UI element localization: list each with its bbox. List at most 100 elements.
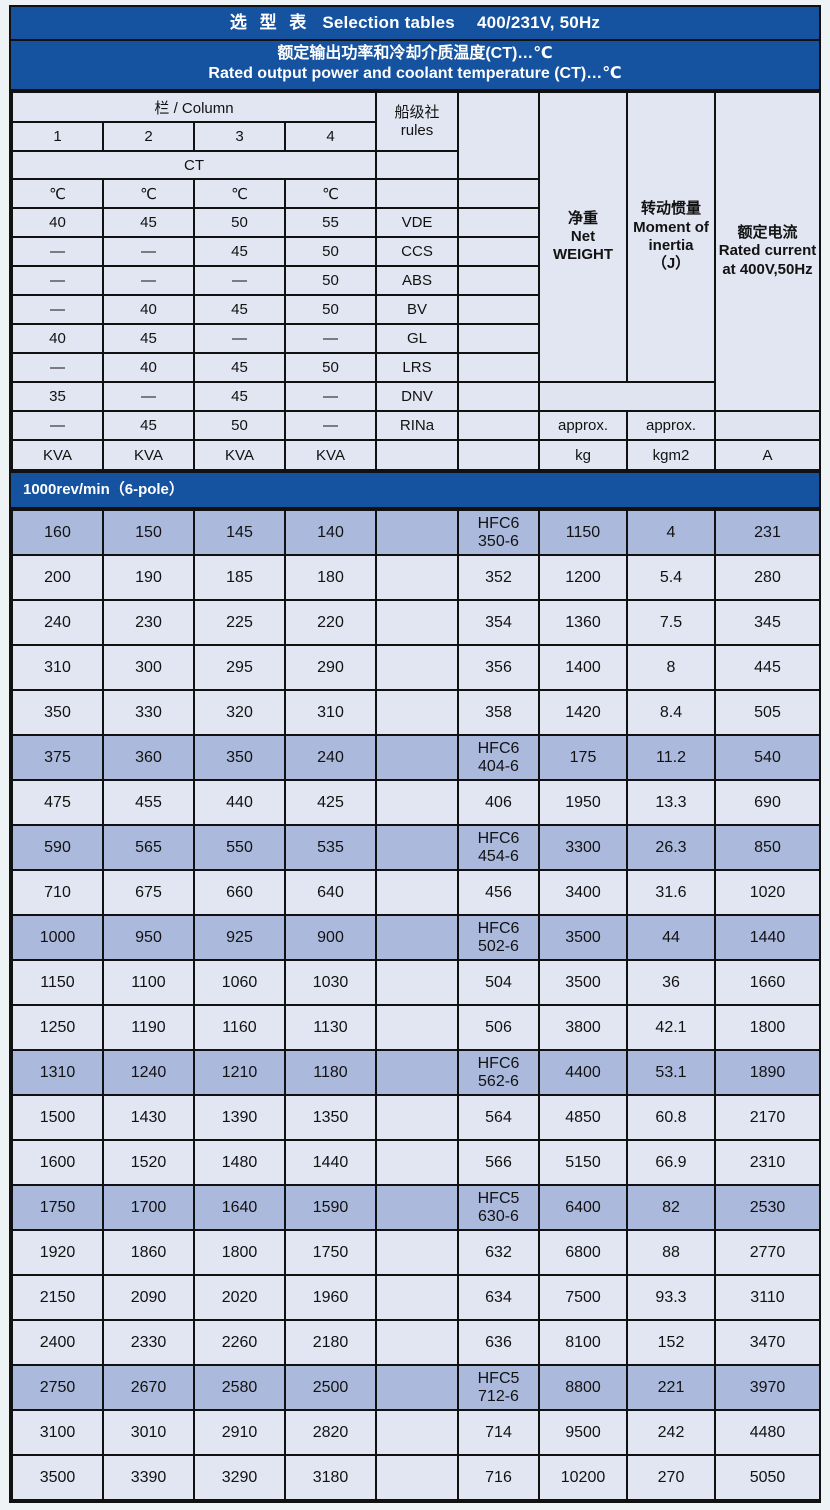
model-line-1: HFC6 [477,1054,520,1072]
cell-model: HFC5 712-6 [457,1364,540,1411]
cell-model: 714 [457,1409,540,1456]
cell-column-3: 440 [193,779,286,826]
cell-net-weight: 3500 [538,914,628,961]
degree-unit-2: ℃ [102,178,195,209]
cell-column-4: 900 [284,914,377,961]
rules-cell-c1: — [11,265,104,296]
column-group-row: 栏 / Column 船级社 rules 净重 Net WEIGHT 转动惯量 … [10,91,822,412]
cell-rated-current: 540 [714,734,821,781]
cell-rules-blank [375,1139,459,1186]
cell-column-3: 1390 [193,1094,286,1141]
cell-rated-current: 231 [714,509,821,556]
cell-moment-inertia: 221 [626,1364,716,1411]
degree-unit-4: ℃ [283,178,378,209]
cell-net-weight: 9500 [538,1409,628,1456]
rules-cell-c4: 50 [283,236,378,267]
cell-column-1: 710 [11,869,104,916]
cell-net-weight: 175 [538,734,628,781]
cell-net-weight: 1400 [538,644,628,691]
cell-moment-inertia: 13.3 [626,779,716,826]
cell-column-2: 1430 [102,1094,195,1141]
rules-cell-c3: — [193,323,286,354]
cell-rated-current: 1800 [714,1004,821,1051]
degree-spacer-blank [457,178,541,209]
rules-row: 40 45 50 55 VDE [11,207,820,238]
cell-column-4: 1030 [284,959,377,1006]
rules-row: — — — 50 ABS [11,265,820,296]
cell-model: 632 [457,1229,540,1276]
cell-rated-current: 2770 [714,1229,821,1276]
rules-column-spacer [375,150,460,180]
cell-column-4: 2820 [284,1409,377,1456]
rules-row-spacer [457,265,541,296]
cell-rated-current: 280 [714,554,821,601]
cell-column-3: 2020 [193,1274,286,1321]
model-line-1: 356 [485,658,512,676]
cell-net-weight: 8100 [538,1319,628,1366]
cell-rated-current: 690 [714,779,821,826]
rules-cell-c4: 50 [283,352,378,383]
cell-column-4: 3180 [284,1454,377,1501]
rules-cell-c1: 40 [11,323,104,354]
table-row: 2400 2330 2260 2180 636 8100 152 3470 [11,1319,821,1366]
cell-moment-inertia: 26.3 [626,824,716,871]
column-number-2: 2 [102,121,195,152]
cell-column-2: 1190 [102,1004,195,1051]
net-weight-english-2: WEIGHT [553,246,614,264]
cell-model: 352 [457,554,540,601]
inertia-english-2: of inertia [648,218,709,254]
data-table: 160 150 145 140 HFC6 350-6 1150 4 231 200 190 185 18… [11,509,821,1501]
cell-column-1: 375 [11,734,104,781]
current-english-1: Rated [718,242,761,260]
cell-rules-blank [375,554,459,601]
cell-column-3: 225 [193,599,286,646]
cell-rules-blank [375,779,459,826]
cell-net-weight: 7500 [538,1274,628,1321]
cell-rules-blank [375,959,459,1006]
subtitle-chinese: 额定输出功率和冷却介质温度(CT)…℃ [277,45,553,62]
cell-column-4: 535 [284,824,377,871]
cell-column-1: 240 [11,599,104,646]
cell-rules-blank [375,689,459,736]
cell-column-3: 1210 [193,1049,286,1096]
cell-column-1: 3100 [11,1409,104,1456]
rules-row-spacer [457,323,541,354]
subtitle-block: 额定输出功率和冷却介质温度(CT)…℃ Rated output power a… [11,41,819,89]
spacer-column-header [457,91,541,180]
cell-rules-blank [375,1364,459,1411]
cell-column-3: 145 [193,509,286,556]
current-english-2: current at [722,242,817,278]
rules-cell-c1: — [11,410,104,441]
cell-moment-inertia: 36 [626,959,716,1006]
cell-column-1: 3500 [11,1454,104,1501]
cell-column-2: 565 [102,824,195,871]
cell-rules-blank [375,1094,459,1141]
rules-label-english: rules [400,121,434,139]
degree-unit-row: ℃ ℃ ℃ ℃ [11,178,820,209]
cell-rules-blank [375,869,459,916]
cell-column-1: 2750 [11,1364,104,1411]
rules-society-name: DNV [375,381,460,412]
table-row: 200 190 185 180 352 1200 5.4 280 [11,554,821,601]
cell-rated-current: 505 [714,689,821,736]
cell-column-4: 1350 [284,1094,377,1141]
cell-column-4: 1960 [284,1274,377,1321]
cell-column-2: 3390 [102,1454,195,1501]
cell-column-1: 1500 [11,1094,104,1141]
cell-column-3: 1800 [193,1229,286,1276]
cell-column-2: 360 [102,734,195,781]
inertia-chinese: 转动惯量 [641,200,702,218]
cell-model: 506 [457,1004,540,1051]
degree-unit-1: ℃ [11,178,104,209]
subtitle-english: Rated output power and coolant temperatu… [208,65,622,82]
cell-model: 564 [457,1094,540,1141]
cell-column-2: 150 [102,509,195,556]
rules-row-spacer [457,294,541,325]
model-line-2: 562-6 [478,1072,519,1090]
rules-society-name: ABS [375,265,460,296]
cell-model: HFC6 502-6 [457,914,540,961]
unit-kva-3: KVA [193,439,286,471]
table-row: 1150 1100 1060 1030 504 3500 36 1660 [11,959,821,1006]
model-line-1: HFC5 [477,1189,520,1207]
